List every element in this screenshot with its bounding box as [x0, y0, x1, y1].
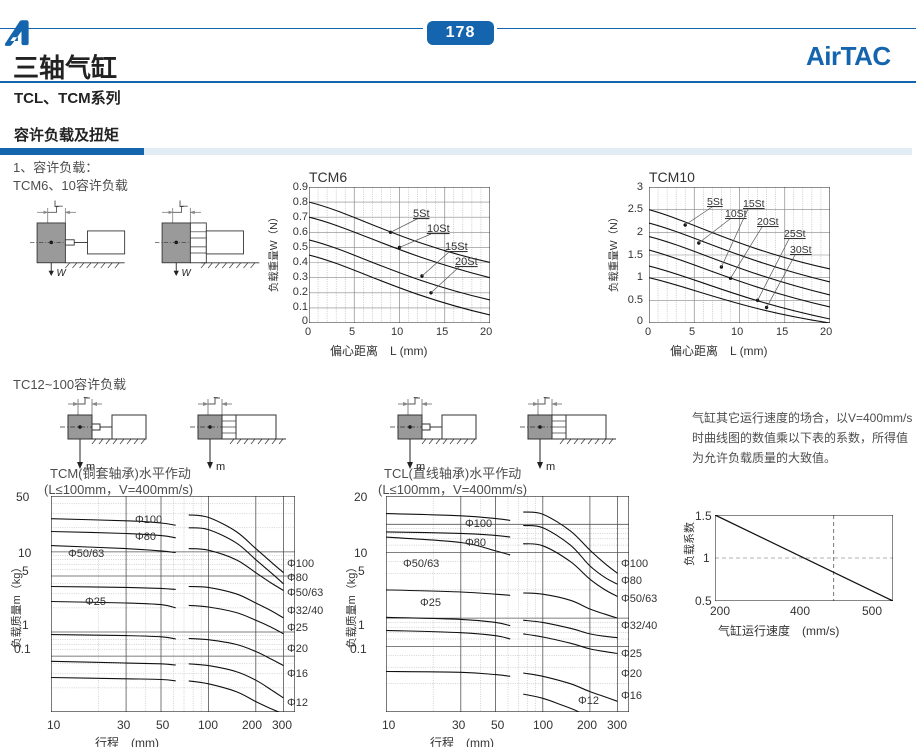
svg-text:L: L — [54, 199, 59, 209]
svg-text:L: L — [213, 397, 218, 400]
svg-text:W: W — [57, 268, 67, 278]
svg-text:m: m — [546, 461, 555, 473]
svg-text:30St: 30St — [790, 244, 812, 256]
svg-text:5St: 5St — [707, 196, 723, 208]
svg-text:L: L — [413, 397, 418, 400]
svg-text:20St: 20St — [455, 256, 478, 268]
svg-text:L: L — [83, 397, 88, 400]
svg-text:W: W — [182, 268, 192, 278]
svg-text:15St: 15St — [445, 241, 468, 253]
svg-text:L: L — [179, 199, 184, 209]
svg-text:20St: 20St — [757, 216, 779, 228]
svg-text:10St: 10St — [427, 223, 450, 235]
svg-text:25St: 25St — [784, 228, 806, 240]
svg-text:m: m — [216, 461, 225, 473]
svg-text:5St: 5St — [413, 208, 430, 220]
svg-text:15St: 15St — [743, 198, 765, 210]
svg-text:L: L — [543, 397, 548, 400]
